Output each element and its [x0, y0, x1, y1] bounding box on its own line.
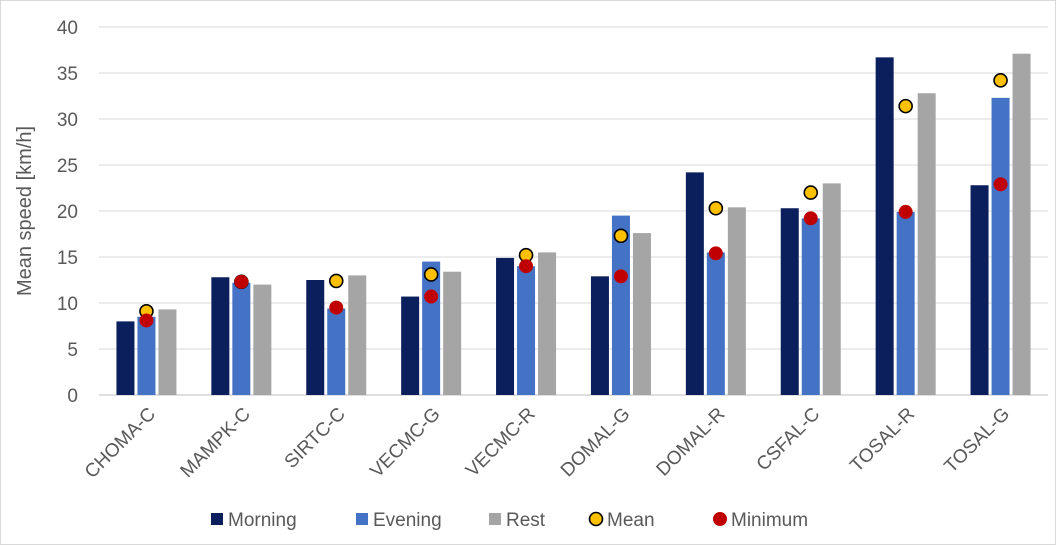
marker-minimum [993, 177, 1008, 192]
marker-minimum [708, 246, 723, 261]
bar-morning [116, 321, 135, 395]
bar-rest [727, 207, 746, 395]
marker-mean [708, 200, 724, 216]
marker-minimum [803, 211, 818, 226]
bar-rest [1012, 53, 1031, 396]
x-tick-label: MAMPK-C [177, 404, 255, 482]
marker-mean [423, 267, 439, 282]
y-axis-label: Mean speed [km/h] [14, 126, 36, 296]
bar-rest [158, 309, 177, 395]
marker-minimum [234, 274, 249, 289]
x-tick-label: TOSAL-R [846, 404, 919, 477]
marker-minimum [898, 204, 913, 219]
bar-morning [496, 257, 515, 395]
marker-mean [898, 98, 913, 114]
x-axis-ticks: CHOMA-C MAMPK-C SIRTC-C VECMC-G VECMC-R DOMAL… [81, 404, 1014, 483]
bar-rest [348, 275, 367, 395]
bar-morning [970, 185, 989, 395]
bar-rest [917, 93, 936, 396]
y-tick-label: 10 [57, 294, 78, 315]
y-tick-label: 0 [67, 386, 78, 407]
x-tick-label: CSFAL-C [753, 404, 825, 476]
y-tick-label: 15 [57, 248, 78, 269]
marker-minimum [329, 300, 344, 315]
x-tick-label: CHOMA-C [81, 404, 160, 483]
y-tick-label: 25 [57, 156, 78, 177]
legend-swatch-morning [211, 513, 223, 525]
y-tick-label: 40 [57, 18, 78, 39]
legend-swatch-evening [356, 513, 368, 525]
bar-evening [896, 211, 915, 395]
bar-morning [685, 172, 704, 395]
bar-rest [253, 284, 272, 395]
y-tick-label: 30 [57, 110, 78, 131]
bars-layer [116, 53, 1031, 396]
bar-evening [706, 252, 725, 395]
x-tick-label: DOMAL-R [653, 404, 730, 481]
marker-mean [803, 185, 819, 200]
x-tick-label: DOMAL-G [557, 404, 635, 482]
legend-swatch-rest [489, 513, 501, 525]
bar-evening [611, 215, 630, 395]
bar-evening [991, 97, 1010, 395]
bar-evening [517, 266, 536, 395]
bar-evening [232, 282, 251, 395]
legend-label-minimum: Minimum [731, 510, 808, 531]
y-axis-ticks: 0 5 10 15 20 25 30 35 40 [57, 18, 78, 407]
bar-morning [590, 276, 609, 395]
legend-label-evening: Evening [373, 510, 442, 531]
legend: Morning Evening Rest Mean Minimum [211, 510, 808, 531]
marker-minimum [519, 259, 534, 274]
bar-morning [401, 296, 420, 395]
bar-morning [875, 57, 894, 396]
legend-swatch-mean [588, 511, 604, 527]
marker-minimum [139, 313, 154, 328]
x-tick-label: TOSAL-G [941, 404, 1015, 478]
marker-mean [613, 228, 629, 244]
marker-mean [328, 273, 344, 289]
marker-minimum [424, 289, 439, 304]
legend-label-mean: Mean [607, 510, 655, 531]
x-tick-label: VECMC-R [462, 404, 540, 482]
bar-evening [327, 308, 346, 395]
bar-rest [632, 233, 651, 395]
legend-label-morning: Morning [228, 510, 297, 531]
legend-swatch-minimum [713, 512, 727, 526]
markers-layer [139, 73, 1008, 328]
bar-morning [780, 208, 799, 395]
bar-rest [443, 271, 462, 395]
x-tick-label: VECMC-G [366, 404, 444, 482]
marker-mean [993, 73, 1008, 88]
y-tick-label: 20 [57, 202, 78, 223]
bar-evening [137, 316, 156, 395]
bar-morning [211, 277, 230, 395]
bar-rest [822, 183, 841, 395]
y-tick-label: 35 [57, 64, 78, 85]
x-tick-label: SIRTC-C [281, 404, 350, 473]
bar-morning [306, 280, 325, 395]
y-tick-label: 5 [67, 340, 78, 361]
bar-evening [801, 218, 820, 395]
bar-rest [538, 252, 557, 395]
marker-minimum [613, 269, 628, 284]
legend-label-rest: Rest [506, 510, 546, 531]
